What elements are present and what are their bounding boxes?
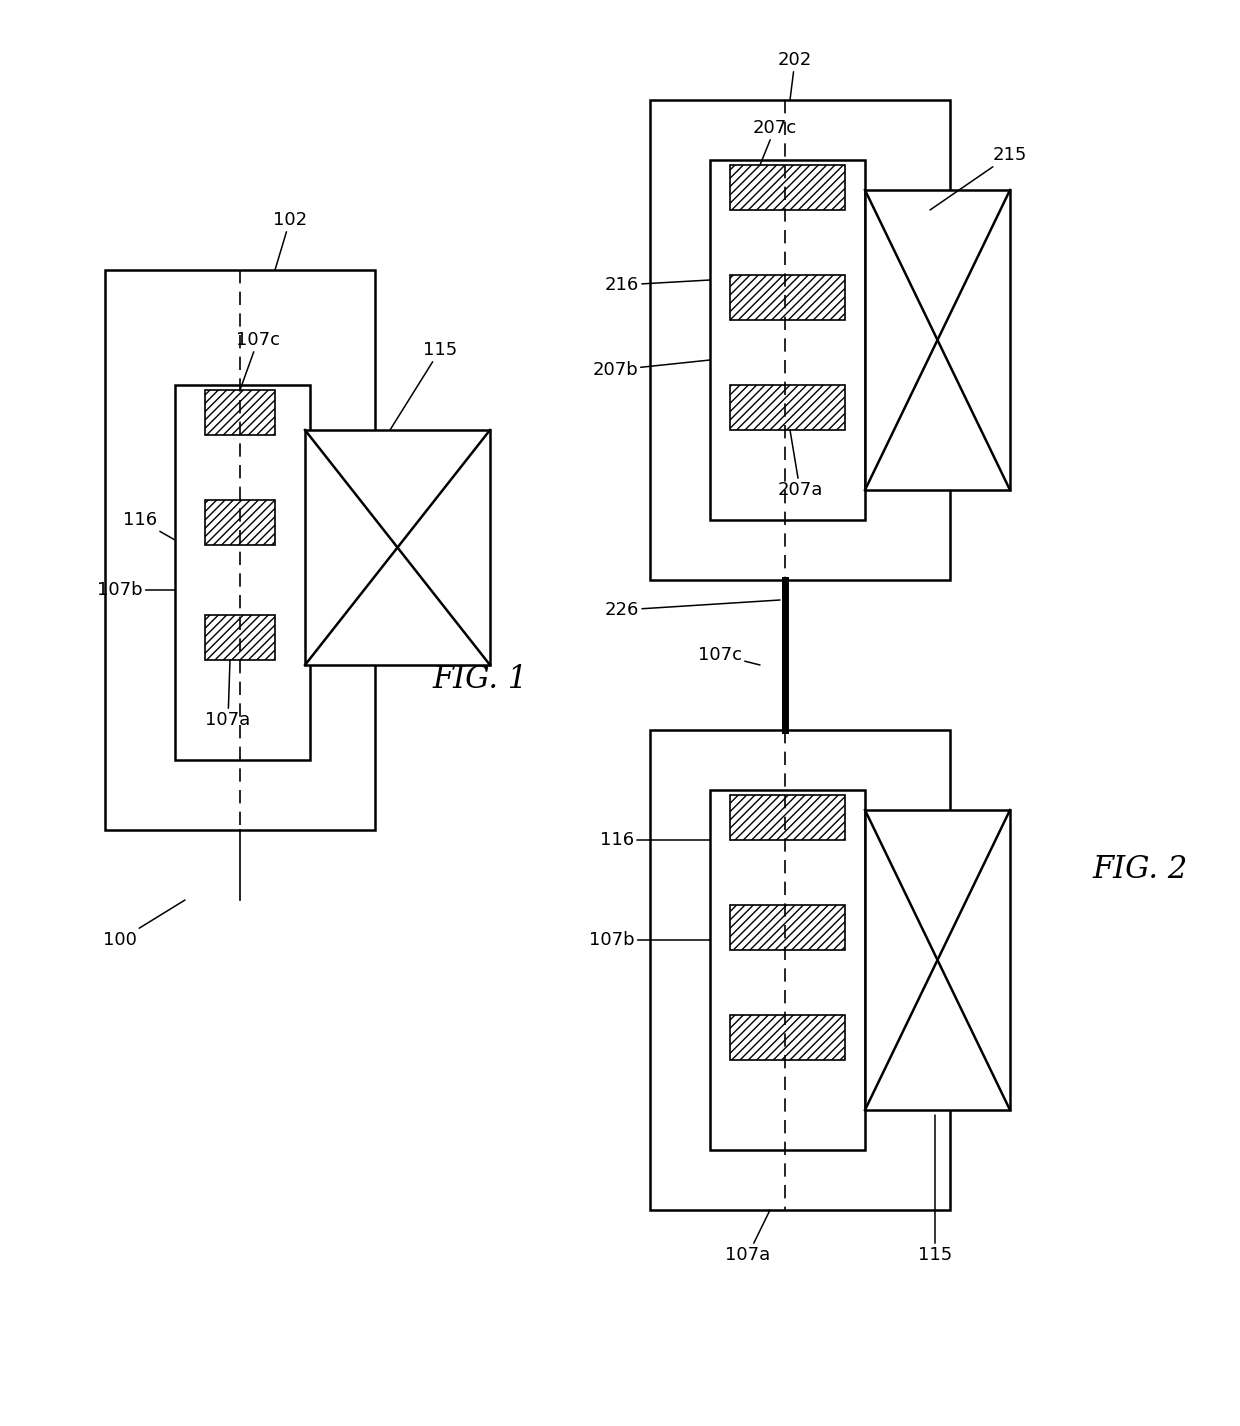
Text: 207a: 207a xyxy=(777,431,822,499)
Text: 100: 100 xyxy=(103,900,185,948)
Text: 202: 202 xyxy=(777,51,812,100)
Bar xyxy=(730,165,844,210)
Bar xyxy=(650,730,950,1211)
Text: 207b: 207b xyxy=(593,359,711,379)
Bar xyxy=(711,160,866,520)
Bar xyxy=(711,790,866,1149)
Text: 107c: 107c xyxy=(698,646,760,665)
Bar xyxy=(866,190,1011,491)
Text: 116: 116 xyxy=(123,511,175,540)
Text: FIG. 1: FIG. 1 xyxy=(433,665,528,696)
Text: 107a: 107a xyxy=(725,1211,770,1263)
Bar xyxy=(205,501,275,545)
Text: FIG. 2: FIG. 2 xyxy=(1092,854,1188,886)
Bar xyxy=(205,615,275,660)
Text: 107c: 107c xyxy=(236,331,280,389)
Bar xyxy=(730,906,844,950)
Bar xyxy=(205,389,275,435)
Bar xyxy=(730,796,844,840)
Bar xyxy=(650,100,950,580)
Text: 226: 226 xyxy=(605,600,780,619)
Text: 207c: 207c xyxy=(753,118,797,165)
Text: 115: 115 xyxy=(918,1115,952,1263)
Bar xyxy=(175,385,310,760)
Text: 116: 116 xyxy=(600,831,711,848)
Text: 115: 115 xyxy=(391,341,458,431)
Bar xyxy=(105,270,374,830)
Bar xyxy=(730,275,844,319)
Text: 107b: 107b xyxy=(97,580,175,599)
Text: 107a: 107a xyxy=(206,660,250,729)
Text: 107b: 107b xyxy=(589,931,711,948)
Text: 102: 102 xyxy=(273,211,308,270)
Text: 215: 215 xyxy=(930,145,1027,210)
Bar xyxy=(730,1015,844,1060)
Text: 216: 216 xyxy=(605,277,711,294)
Bar xyxy=(866,810,1011,1109)
Bar xyxy=(305,431,490,665)
Bar xyxy=(730,385,844,431)
